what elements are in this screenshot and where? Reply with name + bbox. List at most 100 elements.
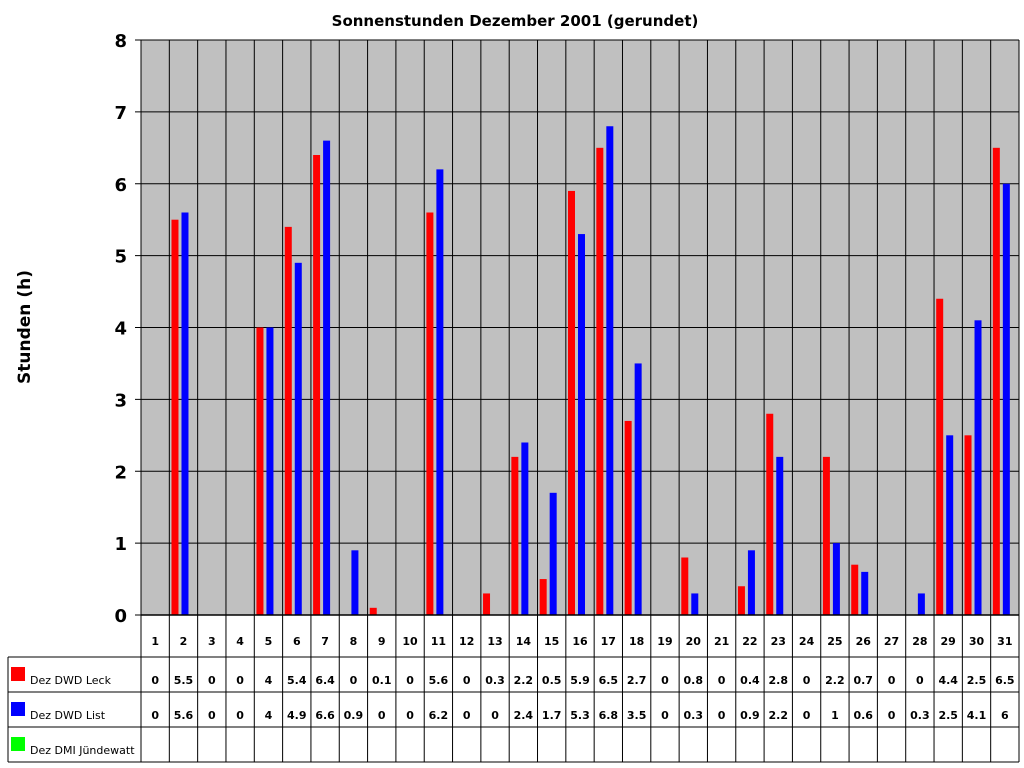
data-label: 2.5 [938, 709, 958, 722]
data-label: 0 [463, 709, 471, 722]
x-tick-label: 27 [884, 635, 899, 648]
x-tick-label: 30 [969, 635, 985, 648]
bar-dez-dwd-leck [171, 219, 179, 615]
data-label: 0 [661, 674, 669, 687]
bar-dez-dwd-leck [511, 456, 519, 615]
data-label: 4.9 [287, 709, 307, 722]
bar-dez-dwd-leck [737, 586, 745, 615]
data-label: 0 [236, 709, 244, 722]
y-tick-label: 2 [114, 462, 127, 483]
x-tick-label: 10 [402, 635, 418, 648]
data-label: 0.9 [344, 709, 364, 722]
bar-dez-dwd-leck [681, 557, 689, 615]
y-axis-label: Stunden (h) [15, 270, 35, 384]
data-label: 0 [803, 674, 811, 687]
bar-dez-dwd-leck [369, 607, 377, 615]
data-label: 0.1 [372, 674, 392, 687]
data-label: 0 [661, 709, 669, 722]
data-label: 6.5 [995, 674, 1015, 687]
x-tick-label: 28 [912, 635, 927, 648]
bar-dez-dwd-leck [596, 147, 604, 615]
bar-dez-dwd-list [521, 442, 529, 615]
data-label: 0 [718, 674, 726, 687]
x-tick-label: 16 [572, 635, 588, 648]
data-label: 5.4 [287, 674, 307, 687]
x-tick-label: 19 [657, 635, 672, 648]
data-label: 2.2 [825, 674, 845, 687]
data-label: 6 [1001, 709, 1009, 722]
bar-dez-dwd-leck [256, 327, 264, 615]
x-tick-label: 12 [459, 635, 474, 648]
data-label: 2.5 [967, 674, 987, 687]
bar-dez-dwd-list [578, 234, 585, 615]
x-tick-label: 2 [180, 635, 188, 648]
data-label: 2.2 [769, 709, 789, 722]
x-tick-label: 17 [601, 635, 616, 648]
chart-title: Sonnenstunden Dezember 2001 (gerundet) [332, 12, 699, 30]
bar-dez-dwd-list [974, 320, 982, 615]
bar-dez-dwd-leck [426, 212, 434, 615]
data-label: 4 [265, 709, 273, 722]
data-label: 2.8 [769, 674, 789, 687]
y-tick-label: 1 [114, 534, 127, 555]
bar-dez-dwd-list [351, 550, 359, 615]
data-label: 0.6 [853, 709, 873, 722]
data-label: 0 [350, 674, 358, 687]
bar-dez-dwd-leck [964, 435, 972, 615]
data-label: 0.3 [910, 709, 930, 722]
x-tick-label: 14 [516, 635, 532, 648]
bar-dez-dwd-leck [483, 593, 491, 615]
y-tick-label: 0 [114, 606, 127, 627]
data-label: 0 [888, 674, 896, 687]
data-label: 0 [916, 674, 924, 687]
x-tick-label: 7 [321, 635, 329, 648]
bar-dez-dwd-list [634, 363, 642, 615]
data-label: 4 [265, 674, 273, 687]
data-label: 0 [406, 674, 414, 687]
x-tick-label: 24 [799, 635, 815, 648]
y-tick-label: 8 [114, 31, 127, 52]
x-tick-label: 22 [742, 635, 757, 648]
bar-dez-dwd-leck [539, 579, 547, 615]
x-tick-label: 20 [686, 635, 702, 648]
data-label: 0 [718, 709, 726, 722]
bar-dez-dwd-list [266, 327, 274, 615]
data-label: 5.3 [570, 709, 590, 722]
x-tick-label: 21 [714, 635, 729, 648]
bar-dez-dwd-leck [851, 564, 859, 615]
x-tick-label: 8 [350, 635, 358, 648]
bar-dez-dwd-list [691, 593, 699, 615]
x-tick-label: 5 [265, 635, 273, 648]
data-label: 2.4 [514, 709, 534, 722]
bar-dez-dwd-leck [766, 413, 774, 615]
data-label: 0.8 [684, 674, 704, 687]
x-tick-label: 13 [487, 635, 502, 648]
data-label: 0 [803, 709, 811, 722]
bar-dez-dwd-list [181, 212, 189, 615]
bar-dez-dwd-leck [936, 298, 944, 615]
x-tick-label: 4 [236, 635, 244, 648]
data-label: 6.6 [315, 709, 335, 722]
data-label: 0.3 [485, 674, 505, 687]
data-label: 4.1 [967, 709, 987, 722]
bar-dez-dwd-leck [284, 226, 292, 615]
data-label: 0 [406, 709, 414, 722]
data-label: 6.2 [429, 709, 449, 722]
legend-label: Dez DWD List [30, 709, 106, 722]
data-label: 0.7 [853, 674, 873, 687]
data-label: 2.2 [514, 674, 534, 687]
data-label: 0 [151, 674, 159, 687]
data-label: 0 [208, 709, 216, 722]
legend-label: Dez DMI Jündewatt [30, 744, 135, 757]
bar-dez-dwd-list [549, 492, 557, 615]
data-label: 5.6 [174, 709, 194, 722]
x-tick-label: 31 [997, 635, 1012, 648]
data-label: 0 [491, 709, 499, 722]
bar-dez-dwd-leck [568, 190, 575, 615]
x-tick-label: 3 [208, 635, 216, 648]
data-label: 4.4 [938, 674, 958, 687]
x-tick-label: 9 [378, 635, 386, 648]
x-tick-label: 25 [827, 635, 842, 648]
x-tick-label: 26 [856, 635, 872, 648]
data-label: 6.5 [599, 674, 619, 687]
